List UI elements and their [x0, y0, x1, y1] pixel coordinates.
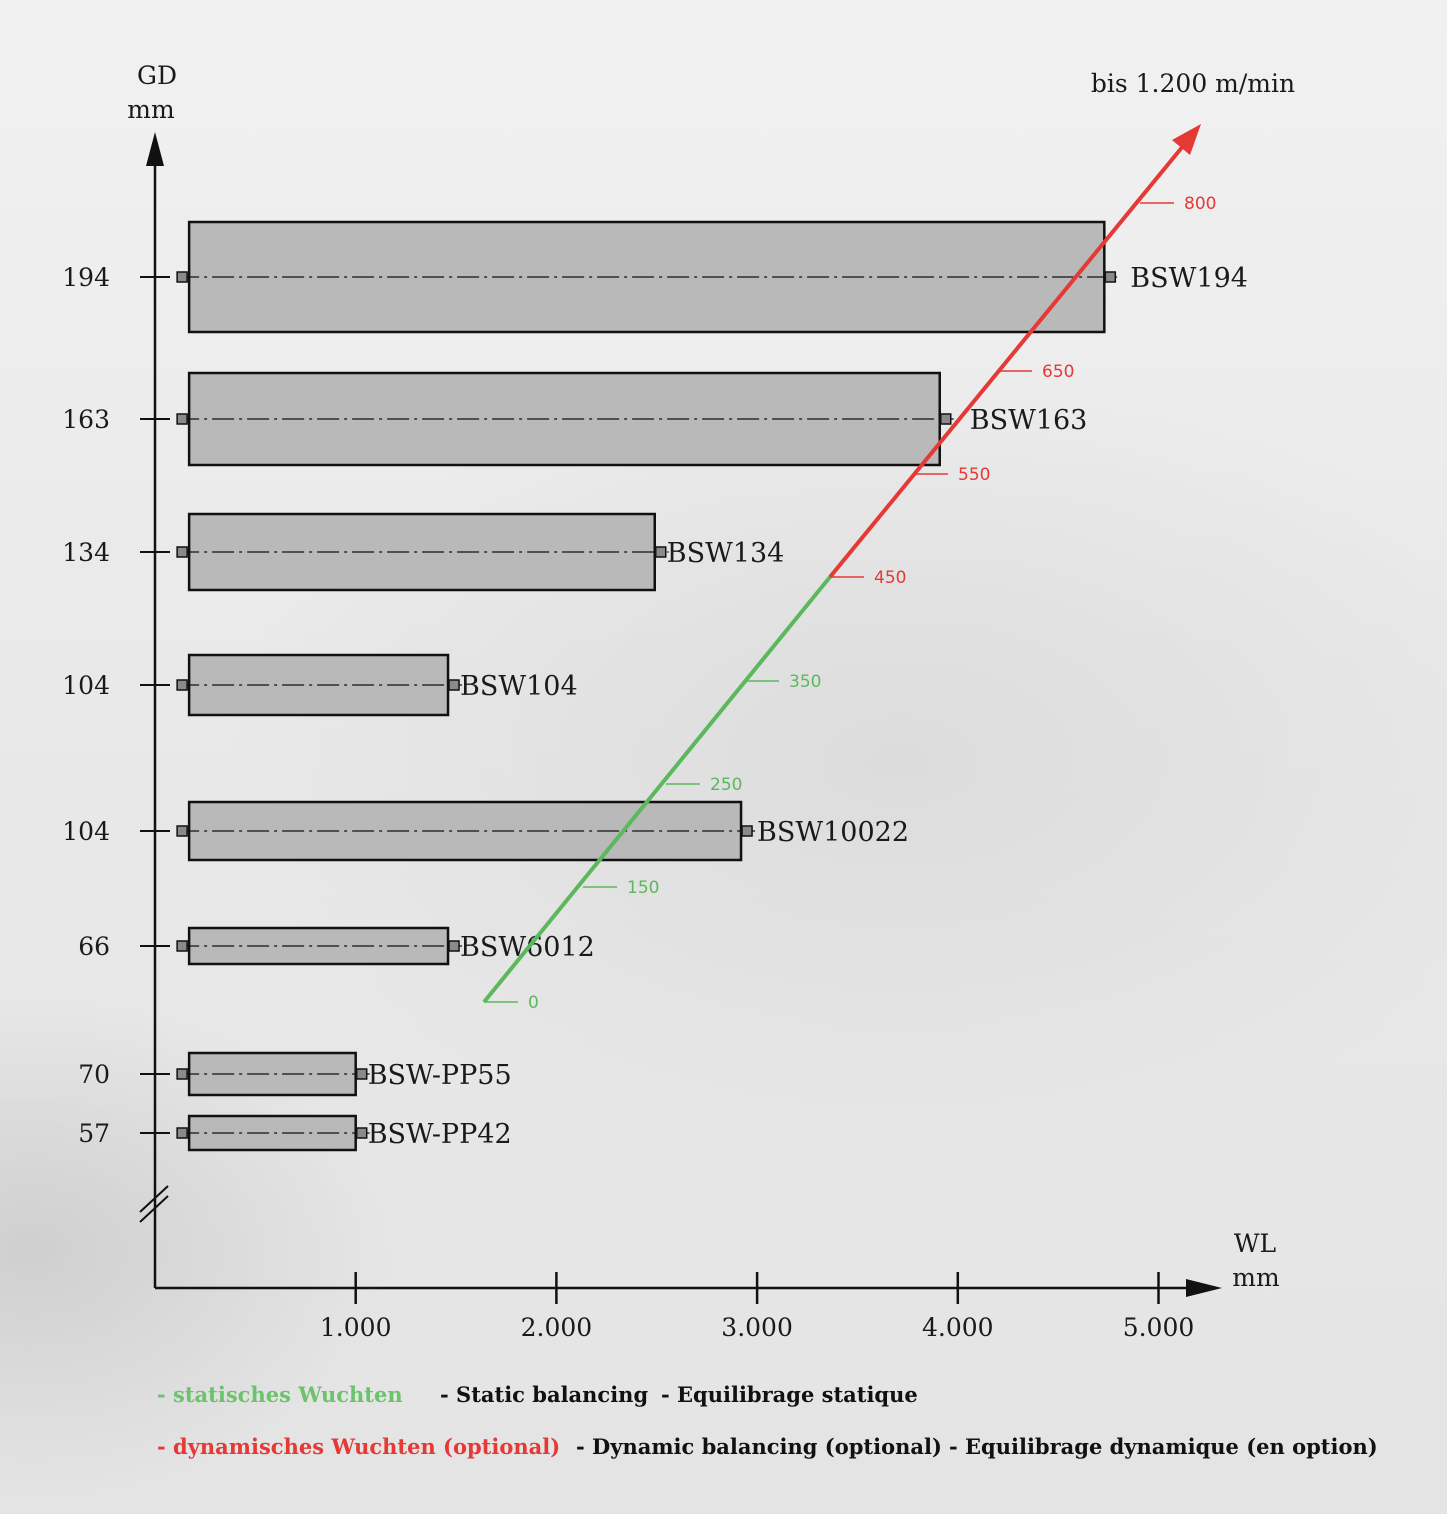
bar-right-cap — [1104, 271, 1117, 283]
legend-dynamic-fr: - Equilibrage dynamique (en option) — [949, 1434, 1378, 1459]
static-speed-mark-label: 150 — [627, 878, 659, 898]
legend-static-fr: - Equilibrage statique — [661, 1382, 918, 1407]
x-tick-label: 2.000 — [521, 1313, 593, 1342]
y-tick-label: 194 — [62, 263, 110, 292]
x-axis-title-line1: WL — [1234, 1229, 1276, 1258]
x-tick-label: 5.000 — [1123, 1313, 1195, 1342]
legend-static-de: - statisches Wuchten — [157, 1382, 403, 1407]
x-axis-title-line2: mm — [1232, 1263, 1280, 1292]
bar-left-cap — [176, 1068, 188, 1080]
y-tick-label: 104 — [62, 671, 110, 700]
x-axis-arrowhead — [1186, 1279, 1222, 1297]
bar-left-cap — [176, 413, 188, 425]
dynamic-speed-mark-label: 450 — [874, 568, 906, 588]
bar-left-cap — [176, 271, 188, 283]
y-tick-label: 104 — [62, 817, 110, 846]
bar-right-cap — [448, 940, 460, 952]
bar-bsw163: 163 BSW163 — [62, 371, 1088, 467]
bar-left-cap — [176, 546, 188, 558]
bar-bsw194: 194 BSW194 — [62, 220, 1248, 334]
bar-bsw-pp55: 70 BSW-PP55 — [78, 1051, 512, 1097]
legend-dynamic-en: - Dynamic balancing (optional) — [576, 1434, 942, 1459]
bar-bsw104: 104 BSW104 — [62, 653, 578, 717]
y-axis-arrowhead — [146, 132, 164, 166]
bar-label: BSW-PP42 — [368, 1119, 512, 1150]
y-tick-label: 163 — [62, 405, 110, 434]
bar-left-cap — [176, 825, 188, 837]
bar-right-cap — [654, 546, 667, 558]
static-speed-mark-label: 350 — [789, 672, 821, 692]
bar-bsw-pp42: 57 BSW-PP42 — [78, 1114, 512, 1152]
x-tick-label: 1.000 — [320, 1313, 392, 1342]
y-tick-label: 134 — [62, 538, 110, 567]
x-tick-label: 4.000 — [922, 1313, 994, 1342]
x-tick-label: 3.000 — [721, 1313, 793, 1342]
bar-bsw10022: 104 BSW10022 — [62, 800, 909, 862]
x-axis-ticks: 1.000 2.000 3.000 4.000 5.000 — [320, 1272, 1194, 1342]
speed-line: 0 150 250 350 450 550 650 800 — [482, 124, 1216, 1013]
bar-right-cap — [355, 1068, 368, 1080]
bar-label: BSW194 — [1130, 263, 1248, 294]
bar-right-cap — [448, 679, 460, 691]
legend-dynamic-de: - dynamisches Wuchten (optional) — [157, 1434, 560, 1459]
bar-left-cap — [176, 679, 188, 691]
y-tick-label: 70 — [78, 1060, 110, 1089]
y-axis-title-line1: GD — [137, 61, 177, 90]
y-tick-label: 57 — [78, 1119, 110, 1148]
y-axis-break-icon — [139, 1185, 169, 1223]
y-tick-label: 66 — [78, 932, 110, 961]
speed-arrowhead — [1172, 124, 1201, 155]
bar-right-cap — [355, 1127, 368, 1139]
bar-left-cap — [176, 1127, 188, 1139]
max-speed-label: bis 1.200 m/min — [1091, 69, 1295, 98]
bar-label: BSW134 — [667, 538, 785, 569]
legend-static-en: - Static balancing — [440, 1382, 648, 1407]
dynamic-speed-mark-label: 800 — [1184, 194, 1216, 214]
bar-right-cap — [741, 825, 753, 837]
bar-label: BSW10022 — [757, 817, 909, 848]
static-balancing-line — [482, 575, 832, 1004]
bar-label: BSW104 — [460, 671, 578, 702]
bar-left-cap — [176, 940, 188, 952]
static-speed-mark-label: 0 — [528, 993, 539, 1013]
dynamic-speed-mark-label: 650 — [1042, 362, 1074, 382]
static-speed-mark-label: 250 — [710, 775, 742, 795]
bar-right-cap — [939, 413, 952, 425]
y-axis-title-line2: mm — [127, 95, 175, 124]
dynamic-balancing-line — [828, 138, 1190, 579]
bar-label: BSW-PP55 — [368, 1060, 512, 1091]
dynamic-speed-mark-label: 550 — [958, 465, 990, 485]
bar-label: BSW163 — [970, 405, 1088, 436]
bar-bsw134: 134 BSW134 — [62, 512, 785, 592]
